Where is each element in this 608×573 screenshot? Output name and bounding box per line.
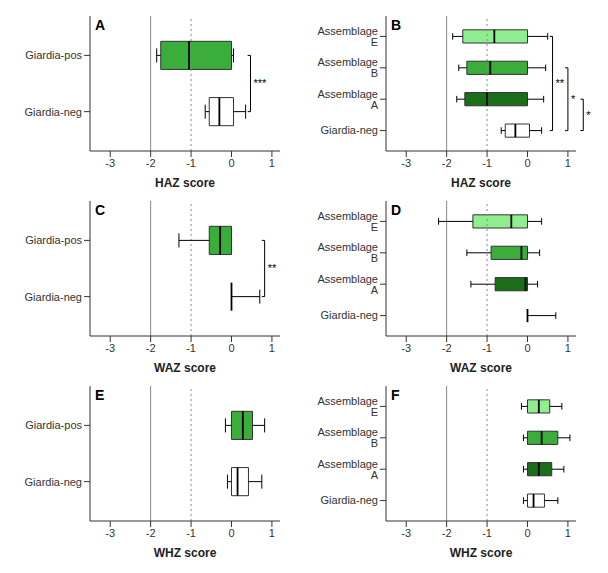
svg-text:-1: -1 — [482, 527, 492, 539]
svg-text:-1: -1 — [186, 342, 196, 354]
svg-text:Giardia-neg: Giardia-neg — [321, 309, 378, 321]
svg-text:***: *** — [253, 77, 267, 89]
svg-text:HAZ score: HAZ score — [155, 176, 215, 190]
svg-text:-2: -2 — [146, 157, 156, 169]
svg-text:-2: -2 — [442, 342, 452, 354]
svg-text:Giardia-neg: Giardia-neg — [25, 476, 82, 488]
svg-text:-1: -1 — [186, 157, 196, 169]
html-text:D: D — [391, 202, 402, 218]
svg-text:**: ** — [268, 262, 277, 274]
html-text:E: E — [95, 387, 105, 403]
svg-text:Giardia-neg: Giardia-neg — [25, 106, 82, 118]
svg-text:AssemblageB: AssemblageB — [317, 426, 378, 449]
svg-text:1: 1 — [269, 527, 275, 539]
svg-text:Giardia-neg: Giardia-neg — [321, 494, 378, 506]
svg-text:WAZ score: WAZ score — [450, 361, 512, 375]
html-text:F: F — [391, 387, 400, 403]
svg-text:AssemblageA: AssemblageA — [317, 88, 378, 111]
svg-text:-3: -3 — [401, 342, 411, 354]
svg-text:AssemblageB: AssemblageB — [317, 241, 378, 264]
svg-text:-3: -3 — [401, 157, 411, 169]
html-text:A: A — [95, 17, 106, 33]
svg-text:-3: -3 — [401, 527, 411, 539]
svg-text:-2: -2 — [442, 157, 452, 169]
svg-text:*: * — [571, 93, 576, 105]
svg-text:-1: -1 — [482, 342, 492, 354]
svg-text:1: 1 — [269, 342, 275, 354]
svg-text:Giardia-pos: Giardia-pos — [25, 234, 82, 246]
svg-text:-1: -1 — [482, 157, 492, 169]
svg-text:-1: -1 — [186, 527, 196, 539]
svg-text:0: 0 — [228, 157, 234, 169]
svg-text:WAZ score: WAZ score — [154, 361, 216, 375]
svg-text:-3: -3 — [105, 342, 115, 354]
svg-text:0: 0 — [524, 527, 530, 539]
svg-text:-2: -2 — [146, 527, 156, 539]
svg-text:WHZ score: WHZ score — [154, 546, 217, 560]
svg-text:Giardia-pos: Giardia-pos — [25, 49, 82, 61]
html-text:B: B — [391, 17, 402, 33]
svg-text:Giardia-neg: Giardia-neg — [25, 291, 82, 303]
svg-text:AssemblageE: AssemblageE — [317, 25, 378, 48]
svg-text:0: 0 — [228, 527, 234, 539]
svg-text:WHZ score: WHZ score — [450, 546, 513, 560]
svg-text:AssemblageB: AssemblageB — [317, 56, 378, 79]
svg-text:-3: -3 — [105, 527, 115, 539]
svg-text:Giardia-pos: Giardia-pos — [25, 419, 82, 431]
svg-text:-2: -2 — [146, 342, 156, 354]
svg-text:HAZ score: HAZ score — [451, 176, 511, 190]
svg-text:1: 1 — [269, 157, 275, 169]
svg-text:0: 0 — [228, 342, 234, 354]
svg-text:0: 0 — [524, 157, 530, 169]
svg-text:*: * — [586, 109, 591, 121]
svg-text:Giardia-neg: Giardia-neg — [321, 124, 378, 136]
svg-text:1: 1 — [565, 157, 571, 169]
svg-text:AssemblageA: AssemblageA — [317, 458, 378, 481]
svg-text:1: 1 — [565, 342, 571, 354]
svg-text:1: 1 — [565, 527, 571, 539]
svg-text:**: ** — [556, 77, 565, 89]
svg-text:-3: -3 — [105, 157, 115, 169]
svg-text:AssemblageA: AssemblageA — [317, 273, 378, 296]
html-text:C: C — [95, 202, 106, 218]
svg-text:0: 0 — [524, 342, 530, 354]
svg-text:-2: -2 — [442, 527, 452, 539]
svg-text:AssemblageE: AssemblageE — [317, 395, 378, 418]
svg-text:AssemblageE: AssemblageE — [317, 210, 378, 233]
